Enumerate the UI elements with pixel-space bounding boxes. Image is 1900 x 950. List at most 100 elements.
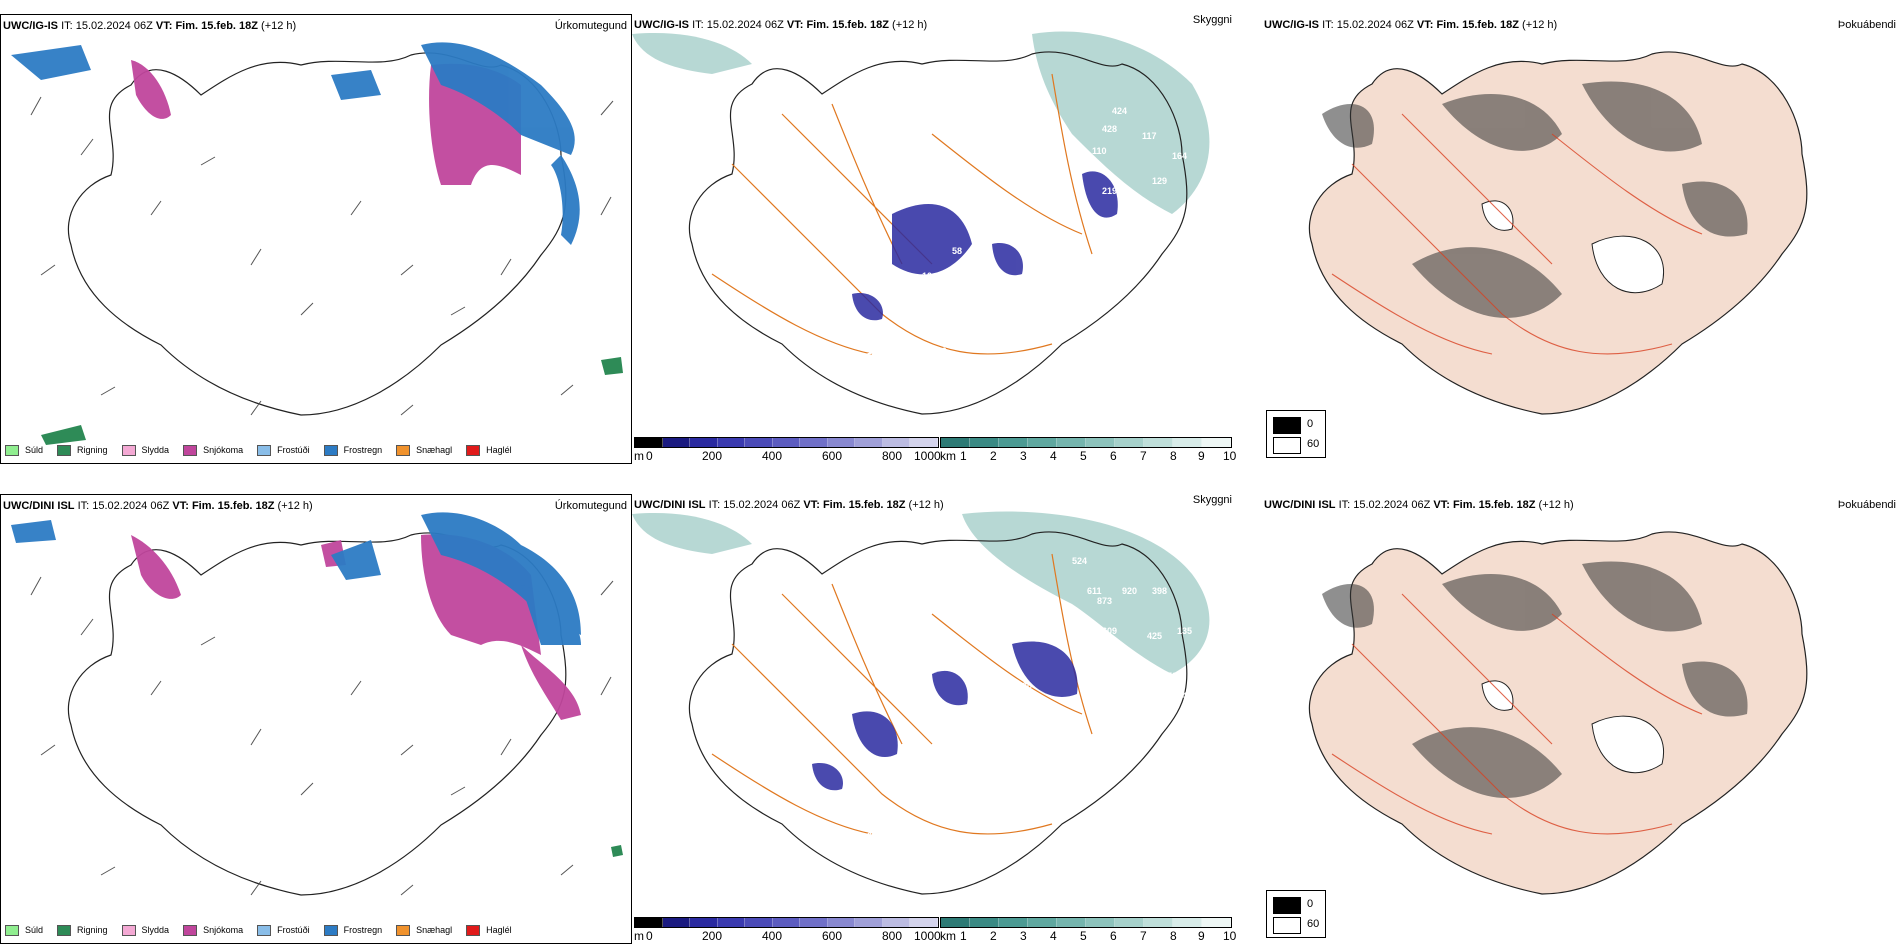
cloud-base-value: 90 [1137,714,1147,724]
cloud-base-value: 249 [917,776,932,786]
cloud-base-value: 328 [942,331,957,341]
cloud-base-value: 134 [1172,691,1187,701]
lead-time: (+12 h) [908,499,944,511]
cloud-base-value: 88 [1137,246,1147,256]
lead-time: (+12 h) [261,20,297,32]
valid-time: Fim. 15.feb. 18Z [191,500,275,512]
cloud-base-value: 252 [867,831,882,841]
cloud-cover-tick: 1 [960,929,967,943]
cloud-base-value: 84 [977,256,987,266]
legend-item-freezing-rain: Frostregn [323,924,382,936]
cloud-base-value: 437 [1102,661,1117,671]
cloud-base-value: 151 [1022,216,1037,226]
cloud-cover-colorbar: km 1 2 3 4 5 6 7 8 9 10 [940,437,1236,469]
cloud-base-value: 66 [892,351,902,361]
cloud-base-value: 475 [1102,638,1117,648]
legend-label: Snjókoma [203,925,244,935]
cloud-base-tick: 400 [762,449,783,463]
issue-time: 15.02.2024 06Z [1353,499,1431,511]
fog-scale-swatch-light [1273,917,1301,934]
iceland-outline [688,51,1188,415]
legend-item-snow-pellets: Snæhagl [396,444,453,456]
cloud-cover-tick: 6 [1110,929,1117,943]
legend-item-hail: Haglél [466,924,512,936]
cloud-base-value: 204 [872,806,887,816]
cloud-base-tick: 1000 [914,929,941,943]
legend-swatch [57,444,72,456]
cloud-panel-top: 137 565 424 428 117 110 164 129 219 137 112 92 88 151… [632,14,1236,464]
valid-time: Fim. 15.feb. 18Z [1452,499,1536,511]
cloud-base-value: 137 [772,91,787,101]
glaciers [1481,200,1664,294]
fog-scale-swatch-dark [1273,897,1301,914]
cloud-base-value: 920 [1122,586,1137,596]
lead-time: (+12 h) [277,500,313,512]
cloud-base-unit: m [634,449,644,463]
cloud-base-value: 12 [932,701,942,711]
cloud-base-value: 424 [1112,106,1127,116]
cloud-base-areas [852,171,1118,321]
precip-freezing-rain-area [11,42,580,245]
cloud-base-tick: 0 [646,929,653,943]
it-label: IT: [708,499,721,511]
legend-item-rain: Rigning [57,924,108,936]
fog-scale-high: 0 [1307,418,1314,430]
cloud-cover-tick: 7 [1140,449,1147,463]
fog-scale-swatch-dark [1273,417,1301,434]
cloud-base-value: 390 [872,821,887,831]
cloud-base-tick: 600 [822,449,843,463]
cloud-base-value: 873 [1097,596,1112,606]
lead-time: (+12 h) [1522,19,1558,31]
fog-scale-legend-bottom: 0 60 [1266,890,1326,938]
legend-label: Frostregn [343,445,383,455]
cloud-base-value: 150 [992,726,1007,736]
cloud-cover-tick: 9 [1198,449,1205,463]
cloud-cover-tick: 5 [1080,929,1087,943]
cloud-base-value: 92 [1117,236,1127,246]
vt-label: VT: [1433,499,1450,511]
cloud-cover-shading [632,511,1210,674]
cloud-base-tick: 600 [822,929,843,943]
cloud-base-value: 130 [1017,681,1032,691]
fog-panel-top: UWC/IG-IS IT: 15.02.2024 06Z VT: Fim. 15… [1262,14,1900,464]
cloud-cover-shading [632,31,1210,214]
valid-time: Fim. 15.feb. 18Z [822,499,906,511]
issue-time: 15.02.2024 06Z [706,19,784,31]
legend-swatch [396,444,411,456]
cloud-cover-tick: 3 [1020,929,1027,943]
fog-shading [1322,561,1748,798]
precip-legend: Súld Rigning Slydda Snjókoma Frostúði Fr… [5,440,526,460]
legend-label: Snæhagl [416,445,453,455]
cloud-cover-tick: 1 [960,449,967,463]
precip-panel-top: UWC/IG-IS IT: 15.02.2024 06Z VT: Fim. 15… [0,14,632,464]
cloud-base-value: 243 [962,821,977,831]
cloud-base-tick: 800 [882,449,903,463]
fog-scale-low: 60 [1307,918,1320,930]
legend-swatch [183,924,198,936]
model-name: UWC/IG-IS [634,19,689,31]
cloud-base-value: 129 [1152,176,1167,186]
precip-rain-area [41,357,623,445]
cloud-cover-tick: 8 [1170,449,1177,463]
cloud-cover-tick: 5 [1080,449,1087,463]
precip-map-bottom [11,512,623,896]
it-label: IT: [61,20,73,32]
legend-swatch [323,924,338,936]
cloud-base-tick: 0 [646,449,653,463]
cloud-base-tick: 200 [702,929,723,943]
cloud-base-value: 131 [1157,696,1172,706]
cloud-base-value: 137 [1147,211,1162,221]
panel-title: Úrkomutegund [554,500,627,512]
cloud-cover-tick: 4 [1050,929,1057,943]
legend-item-snow-pellets: Snæhagl [396,924,452,936]
cloud-base-value: 425 [1147,631,1162,641]
valid-time: Fim. 15.feb. 18Z [175,20,258,32]
legend-swatch [5,444,19,456]
precip-rain-area [611,845,623,857]
panel-title: Þokuábendi [1837,499,1896,511]
legend-swatch [466,444,481,456]
legend-label: Slydda [141,925,170,935]
